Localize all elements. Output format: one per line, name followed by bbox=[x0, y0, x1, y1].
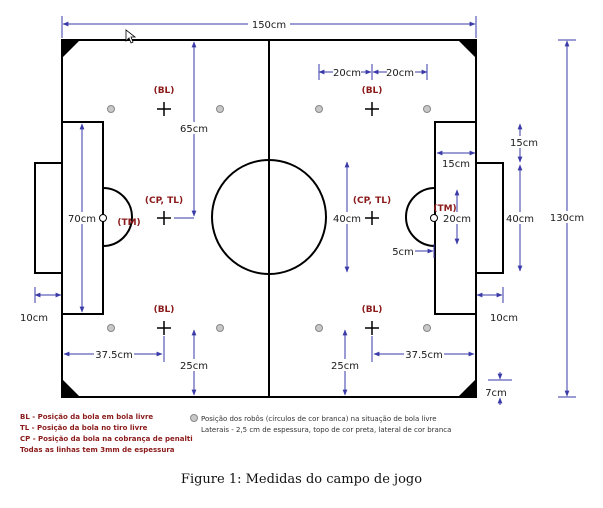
label-cp-tl: (CP, TL) bbox=[353, 196, 391, 206]
penalty-arc-right bbox=[405, 187, 436, 247]
figure-caption: Figure 1: Medidas do campo de jogo bbox=[180, 472, 423, 487]
dim-spot-1: 20cm bbox=[333, 68, 361, 79]
dim-bl-from-side-left: 25cm bbox=[180, 361, 208, 372]
corner-triangle-br bbox=[458, 379, 476, 397]
dim-tm-offset: 5cm bbox=[392, 247, 414, 258]
dim-goal-depth-right: 10cm bbox=[490, 313, 518, 324]
dim-goal-area-width: 70cm bbox=[68, 214, 96, 225]
robot-spot bbox=[315, 105, 323, 113]
dim-spot-from-goal-right: 37.5cm bbox=[405, 350, 443, 361]
legend-line-4: Todas as linhas tem 3mm de espessura bbox=[20, 446, 175, 454]
robot-spot bbox=[107, 324, 115, 332]
label-bl: (BL) bbox=[362, 305, 383, 315]
field-diagram: 150cm 130cm 20cm 20cm 65cm 70cm 15cm 15c… bbox=[20, 16, 587, 454]
tm-spot-left bbox=[99, 214, 107, 222]
ball-position-cross bbox=[365, 211, 379, 225]
corner-triangle-tl bbox=[62, 40, 80, 58]
ball-position-cross bbox=[365, 102, 379, 116]
legend: BL - Posição da bola em bola livre TL - … bbox=[20, 413, 451, 454]
dim-goal-width: 40cm bbox=[506, 214, 534, 225]
ball-position-cross bbox=[157, 102, 171, 116]
marker-labels: (BL) (BL) (CP, TL) (CP, TL) (BL) (BL) (T… bbox=[117, 86, 456, 315]
dim-goal-area-depth: 15cm bbox=[442, 159, 470, 170]
ball-positions bbox=[157, 102, 379, 335]
dim-penalty-arc: 20cm bbox=[443, 214, 471, 225]
robot-spot bbox=[107, 105, 115, 113]
label-bl: (BL) bbox=[362, 86, 383, 96]
legend-line-1: BL - Posição da bola em bola livre bbox=[20, 413, 153, 421]
robot-spots bbox=[107, 105, 431, 332]
dim-goal-depth-left: 10cm bbox=[20, 313, 48, 324]
label-tm-left: (TM) bbox=[117, 218, 140, 228]
dim-spot-2: 20cm bbox=[386, 68, 414, 79]
dimension-lines bbox=[34, 16, 576, 405]
dim-bl-from-side-right: 25cm bbox=[331, 361, 359, 372]
robot-spot bbox=[315, 324, 323, 332]
legend-laterals: Laterais - 2,5 cm de espessura, topo de … bbox=[201, 426, 451, 434]
tm-spot-right bbox=[430, 214, 438, 222]
robot-spot bbox=[216, 324, 224, 332]
label-bl: (BL) bbox=[154, 86, 175, 96]
label-bl: (BL) bbox=[154, 305, 175, 315]
robot-spot bbox=[423, 324, 431, 332]
corner-triangle-tr bbox=[458, 40, 476, 58]
dim-bl-from-mid: 65cm bbox=[180, 124, 208, 135]
legend-line-2: TL - Posição da bola no tiro livre bbox=[20, 424, 148, 432]
goal-left bbox=[34, 162, 63, 274]
dim-goal-depth: 15cm bbox=[510, 138, 538, 149]
label-cp-tl: (CP, TL) bbox=[145, 196, 183, 206]
dim-circle-diameter: 40cm bbox=[333, 214, 361, 225]
dimension-labels: 150cm 130cm 20cm 20cm 65cm 70cm 15cm 15c… bbox=[20, 18, 587, 399]
goal-right bbox=[475, 162, 504, 274]
corner-triangle-bl bbox=[62, 379, 80, 397]
legend-robot-spot-icon bbox=[190, 414, 198, 422]
ball-position-cross bbox=[157, 211, 171, 225]
dim-corner-size: 7cm bbox=[485, 388, 507, 399]
ball-position-cross bbox=[365, 321, 379, 335]
ball-position-cross bbox=[157, 321, 171, 335]
center-circle bbox=[211, 159, 327, 275]
penalty-arc-left bbox=[102, 187, 133, 247]
dim-total-length: 150cm bbox=[252, 20, 286, 31]
label-tm-right: (TM) bbox=[433, 204, 456, 214]
legend-robots: Posição dos robôs (círculos de cor branc… bbox=[201, 415, 437, 423]
dim-spot-from-goal-left: 37.5cm bbox=[95, 350, 133, 361]
robot-spot bbox=[423, 105, 431, 113]
legend-line-3: CP - Posição da bola na cobrança de pena… bbox=[20, 435, 193, 443]
robot-spot bbox=[216, 105, 224, 113]
dim-total-width: 130cm bbox=[550, 213, 584, 224]
mouse-pointer-icon bbox=[125, 29, 137, 44]
